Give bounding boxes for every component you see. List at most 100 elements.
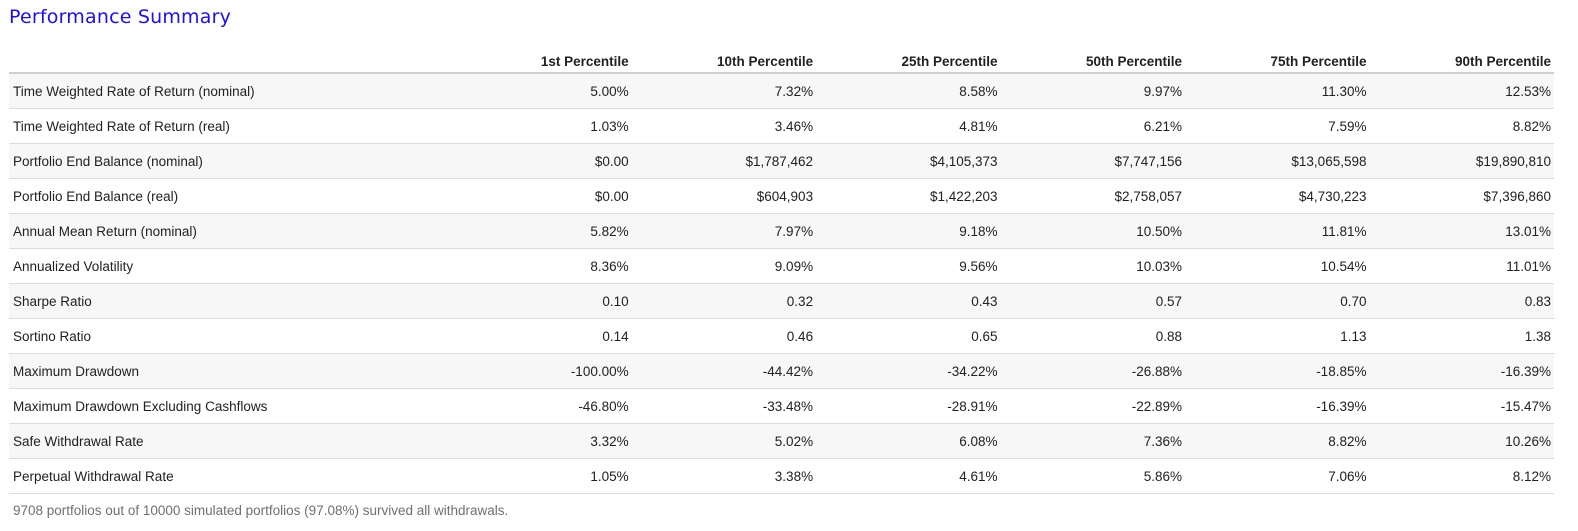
cell-p10: $1,787,462 (631, 143, 817, 179)
section-title: Performance Summary (9, 6, 232, 28)
cell-p90: 8.82% (1369, 108, 1554, 144)
table-row: Time Weighted Rate of Return (nominal) 5.… (9, 73, 1554, 109)
cell-p50: 7.36% (1000, 423, 1186, 459)
cell-p25: 9.56% (816, 248, 1001, 284)
metric-label: Annualized Volatility (9, 248, 451, 284)
cell-p90: -15.47% (1369, 388, 1554, 424)
cell-p1: 1.03% (450, 108, 632, 144)
cell-p10: 7.97% (631, 213, 817, 249)
cell-p90: 11.01% (1369, 248, 1554, 284)
cell-p75: $13,065,598 (1185, 143, 1370, 179)
cell-p50: 6.21% (1000, 108, 1186, 144)
metric-label: Portfolio End Balance (nominal) (9, 143, 451, 179)
table-row: Maximum Drawdown Excluding Cashflows -46.… (9, 388, 1554, 424)
metric-label: Maximum Drawdown (9, 353, 451, 389)
cell-p1: -46.80% (450, 388, 632, 424)
cell-p75: 11.30% (1185, 73, 1370, 109)
cell-p25: 0.43 (816, 283, 1001, 319)
cell-p1: 5.00% (450, 73, 632, 109)
column-header-p50: 50th Percentile (1000, 50, 1186, 74)
table-row: Safe Withdrawal Rate 3.32% 5.02% 6.08% 7.36%… (9, 423, 1554, 459)
table-row: Portfolio End Balance (nominal) $0.00 $1,7… (9, 143, 1554, 179)
table-row: Time Weighted Rate of Return (real) 1.03%… (9, 108, 1554, 144)
cell-p1: $0.00 (450, 143, 632, 179)
cell-p1: 0.10 (450, 283, 632, 319)
cell-p1: 0.14 (450, 318, 632, 354)
cell-p1: $0.00 (450, 178, 632, 214)
cell-p1: 5.82% (450, 213, 632, 249)
performance-summary-section: Performance Summary 1st Percentile 10th … (9, 6, 1554, 518)
table-row: Maximum Drawdown -100.00% -44.42% -34.22% -2… (9, 353, 1554, 389)
cell-p25: $1,422,203 (816, 178, 1001, 214)
column-header-p10: 10th Percentile (631, 50, 817, 74)
cell-p10: 7.32% (631, 73, 817, 109)
cell-p90: $19,890,810 (1369, 143, 1554, 179)
cell-p90: 8.12% (1369, 458, 1554, 494)
column-header-p75: 75th Percentile (1185, 50, 1370, 74)
cell-p10: 5.02% (631, 423, 817, 459)
cell-p50: $7,747,156 (1000, 143, 1186, 179)
cell-p10: 9.09% (631, 248, 817, 284)
cell-p90: -16.39% (1369, 353, 1554, 389)
metric-label: Portfolio End Balance (real) (9, 178, 451, 214)
cell-p75: 8.82% (1185, 423, 1370, 459)
cell-p90: 12.53% (1369, 73, 1554, 109)
cell-p50: 10.03% (1000, 248, 1186, 284)
metric-label: Time Weighted Rate of Return (nominal) (9, 73, 451, 109)
table-body: Time Weighted Rate of Return (nominal) 5.… (9, 73, 1554, 494)
column-header-p25: 25th Percentile (816, 50, 1001, 74)
cell-p50: 10.50% (1000, 213, 1186, 249)
cell-p75: -18.85% (1185, 353, 1370, 389)
cell-p75: 0.70 (1185, 283, 1370, 319)
table-row: Sortino Ratio 0.14 0.46 0.65 0.88 1.13 1.38 (9, 318, 1554, 354)
cell-p1: 8.36% (450, 248, 632, 284)
metric-label: Perpetual Withdrawal Rate (9, 458, 451, 494)
survival-footnote: 9708 portfolios out of 10000 simulated p… (13, 503, 509, 518)
table-header-row: 1st Percentile 10th Percentile 25th Perc… (9, 50, 1554, 74)
cell-p50: -22.89% (1000, 388, 1186, 424)
table-row: Annualized Volatility 8.36% 9.09% 9.56% 10.0… (9, 248, 1554, 284)
column-header-p1: 1st Percentile (450, 50, 632, 74)
performance-summary-table: 1st Percentile 10th Percentile 25th Perc… (9, 50, 1554, 494)
cell-p90: 0.83 (1369, 283, 1554, 319)
cell-p90: 10.26% (1369, 423, 1554, 459)
cell-p75: 7.59% (1185, 108, 1370, 144)
cell-p75: $4,730,223 (1185, 178, 1370, 214)
cell-p10: -44.42% (631, 353, 817, 389)
cell-p1: 3.32% (450, 423, 632, 459)
table-row: Perpetual Withdrawal Rate 1.05% 3.38% 4.61%… (9, 458, 1554, 494)
cell-p50: 5.86% (1000, 458, 1186, 494)
cell-p75: 7.06% (1185, 458, 1370, 494)
column-header-metric (9, 50, 451, 74)
table-row: Sharpe Ratio 0.10 0.32 0.43 0.57 0.70 0.83 (9, 283, 1554, 319)
cell-p50: 0.57 (1000, 283, 1186, 319)
metric-label: Sortino Ratio (9, 318, 451, 354)
cell-p25: 8.58% (816, 73, 1001, 109)
metric-label: Maximum Drawdown Excluding Cashflows (9, 388, 451, 424)
cell-p10: 3.38% (631, 458, 817, 494)
cell-p25: 0.65 (816, 318, 1001, 354)
cell-p25: 6.08% (816, 423, 1001, 459)
cell-p25: -28.91% (816, 388, 1001, 424)
metric-label: Annual Mean Return (nominal) (9, 213, 451, 249)
cell-p1: -100.00% (450, 353, 632, 389)
cell-p25: $4,105,373 (816, 143, 1001, 179)
table-row: Annual Mean Return (nominal) 5.82% 7.97% 9.… (9, 213, 1554, 249)
cell-p10: 3.46% (631, 108, 817, 144)
cell-p50: $2,758,057 (1000, 178, 1186, 214)
cell-p10: 0.46 (631, 318, 817, 354)
metric-label: Safe Withdrawal Rate (9, 423, 451, 459)
cell-p25: -34.22% (816, 353, 1001, 389)
cell-p75: -16.39% (1185, 388, 1370, 424)
cell-p50: 9.97% (1000, 73, 1186, 109)
metric-label: Time Weighted Rate of Return (real) (9, 108, 451, 144)
cell-p75: 10.54% (1185, 248, 1370, 284)
cell-p25: 9.18% (816, 213, 1001, 249)
cell-p90: 13.01% (1369, 213, 1554, 249)
cell-p50: -26.88% (1000, 353, 1186, 389)
cell-p75: 11.81% (1185, 213, 1370, 249)
cell-p75: 1.13 (1185, 318, 1370, 354)
cell-p1: 1.05% (450, 458, 632, 494)
cell-p10: $604,903 (631, 178, 817, 214)
cell-p90: 1.38 (1369, 318, 1554, 354)
